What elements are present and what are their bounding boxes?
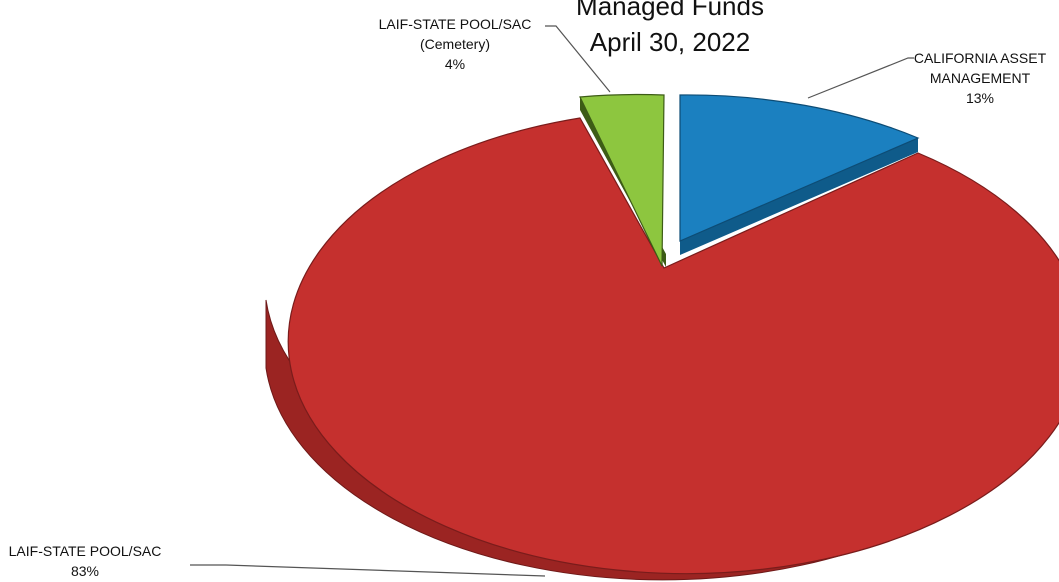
slice-laif xyxy=(287,117,1059,575)
slice-cemetery xyxy=(579,93,665,267)
slice-label-cam-line-1: CALIFORNIA ASSET xyxy=(913,50,1047,66)
leader-line-laif xyxy=(190,564,546,577)
slice-label-cemetery: LAIF-STATE POOL/SAC (Cemetery) 4% xyxy=(360,14,550,74)
slice-label-cam: CALIFORNIA ASSET MANAGEMENT 13% xyxy=(900,48,1059,108)
slice-label-laif-line-1: LAIF-STATE POOL/SAC xyxy=(8,543,162,559)
slice-label-cam-line-2: MANAGEMENT xyxy=(929,70,1031,86)
slice-label-laif-pct: 83% xyxy=(70,563,100,579)
slice-label-cam-pct: 13% xyxy=(965,90,995,106)
slice-label-laif: LAIF-STATE POOL/SAC 83% xyxy=(0,541,170,581)
slice-cam xyxy=(679,94,920,242)
chart-title-line-1: Managed Funds xyxy=(576,0,764,21)
slice-label-cemetery-line-1: LAIF-STATE POOL/SAC xyxy=(378,16,532,32)
slice-label-cemetery-line-2: (Cemetery) xyxy=(419,36,490,52)
slice-wedge-edge-cam xyxy=(680,138,918,255)
leader-line-cam xyxy=(807,57,914,99)
chart-title-line-2: April 30, 2022 xyxy=(589,27,751,57)
slice-label-cemetery-pct: 4% xyxy=(444,56,466,72)
leader-line-cemetery xyxy=(545,25,611,93)
